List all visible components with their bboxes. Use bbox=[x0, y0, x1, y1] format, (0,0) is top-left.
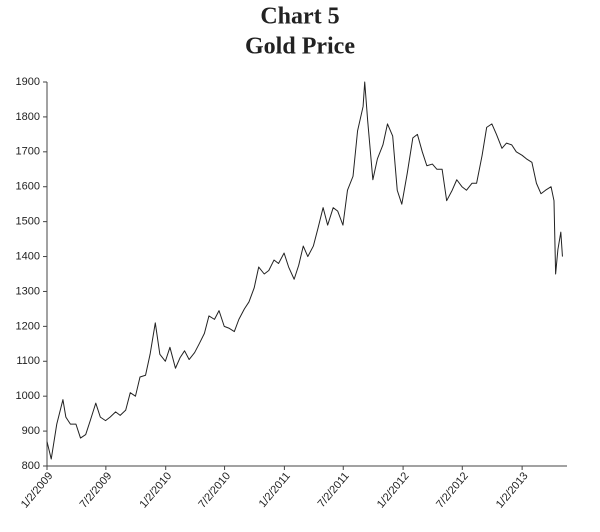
x-tick-label: 1/2/2011 bbox=[257, 470, 293, 510]
y-tick-label: 1400 bbox=[16, 250, 40, 262]
y-tick-label: 1600 bbox=[16, 181, 40, 193]
y-tick-label: 1200 bbox=[16, 320, 40, 332]
x-tick-label: 7/2/2010 bbox=[196, 470, 233, 511]
y-tick-label: 1000 bbox=[16, 390, 40, 402]
x-tick-label: 1/2/2009 bbox=[19, 470, 56, 511]
y-tick-label: 1900 bbox=[16, 76, 40, 88]
chart-title: Chart 5 bbox=[260, 4, 339, 30]
x-tick-label: 7/2/2009 bbox=[78, 470, 115, 511]
price-line bbox=[46, 81, 563, 460]
y-tick-label: 1500 bbox=[16, 216, 40, 228]
y-tick-label: 800 bbox=[22, 460, 40, 472]
x-tick-label: 1/2/2013 bbox=[494, 470, 531, 511]
y-tick-label: 1300 bbox=[16, 285, 40, 297]
x-tick-label: 7/2/2011 bbox=[316, 470, 352, 510]
x-tick-label: 1/2/2012 bbox=[375, 470, 412, 511]
chart-subtitle: Gold Price bbox=[245, 34, 355, 60]
x-tick-label: 7/2/2012 bbox=[434, 470, 471, 511]
y-tick-label: 1800 bbox=[16, 111, 40, 123]
y-tick-label: 1100 bbox=[16, 355, 40, 367]
x-tick-label: 1/2/2010 bbox=[138, 470, 175, 511]
y-tick-label: 900 bbox=[22, 425, 40, 437]
y-tick-label: 1700 bbox=[16, 146, 40, 158]
